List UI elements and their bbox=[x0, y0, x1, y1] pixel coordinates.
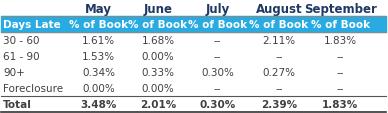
Text: Foreclosure: Foreclosure bbox=[3, 83, 63, 93]
Text: July: July bbox=[205, 3, 230, 16]
Text: 1.61%: 1.61% bbox=[82, 36, 115, 46]
Text: % of Book: % of Book bbox=[69, 20, 128, 30]
Text: 0.27%: 0.27% bbox=[262, 67, 295, 77]
Bar bbox=[2, 17, 386, 33]
Text: 0.00%: 0.00% bbox=[82, 83, 115, 93]
Text: 0.00%: 0.00% bbox=[142, 83, 174, 93]
Text: 3.48%: 3.48% bbox=[80, 99, 116, 109]
Text: % of Book: % of Book bbox=[128, 20, 187, 30]
Text: 2.39%: 2.39% bbox=[261, 99, 297, 109]
Text: Total: Total bbox=[3, 99, 32, 109]
Text: 2.11%: 2.11% bbox=[262, 36, 296, 46]
Text: August: August bbox=[256, 3, 302, 16]
Text: 0.33%: 0.33% bbox=[141, 67, 175, 77]
Text: --: -- bbox=[214, 52, 221, 62]
Text: --: -- bbox=[337, 52, 344, 62]
Text: 0.00%: 0.00% bbox=[142, 52, 174, 62]
Text: 1.83%: 1.83% bbox=[324, 36, 357, 46]
Text: --: -- bbox=[275, 52, 283, 62]
Text: 1.68%: 1.68% bbox=[141, 36, 175, 46]
Text: 90+: 90+ bbox=[3, 67, 25, 77]
Text: 2.01%: 2.01% bbox=[140, 99, 176, 109]
Text: 1.53%: 1.53% bbox=[82, 52, 115, 62]
Text: % of Book: % of Book bbox=[249, 20, 308, 30]
Text: May: May bbox=[85, 3, 112, 16]
Text: 0.30%: 0.30% bbox=[199, 99, 236, 109]
Text: --: -- bbox=[275, 83, 283, 93]
Text: September: September bbox=[304, 3, 377, 16]
Text: June: June bbox=[144, 3, 172, 16]
Text: 0.30%: 0.30% bbox=[201, 67, 234, 77]
Text: --: -- bbox=[337, 83, 344, 93]
Text: --: -- bbox=[214, 36, 221, 46]
Text: % of Book: % of Book bbox=[188, 20, 247, 30]
Text: --: -- bbox=[214, 83, 221, 93]
Text: Days Late: Days Late bbox=[3, 20, 61, 30]
Text: % of Book: % of Book bbox=[311, 20, 370, 30]
Text: --: -- bbox=[337, 67, 344, 77]
Text: 30 - 60: 30 - 60 bbox=[3, 36, 40, 46]
Text: 1.83%: 1.83% bbox=[322, 99, 359, 109]
Text: 0.34%: 0.34% bbox=[82, 67, 115, 77]
Text: 61 - 90: 61 - 90 bbox=[3, 52, 40, 62]
